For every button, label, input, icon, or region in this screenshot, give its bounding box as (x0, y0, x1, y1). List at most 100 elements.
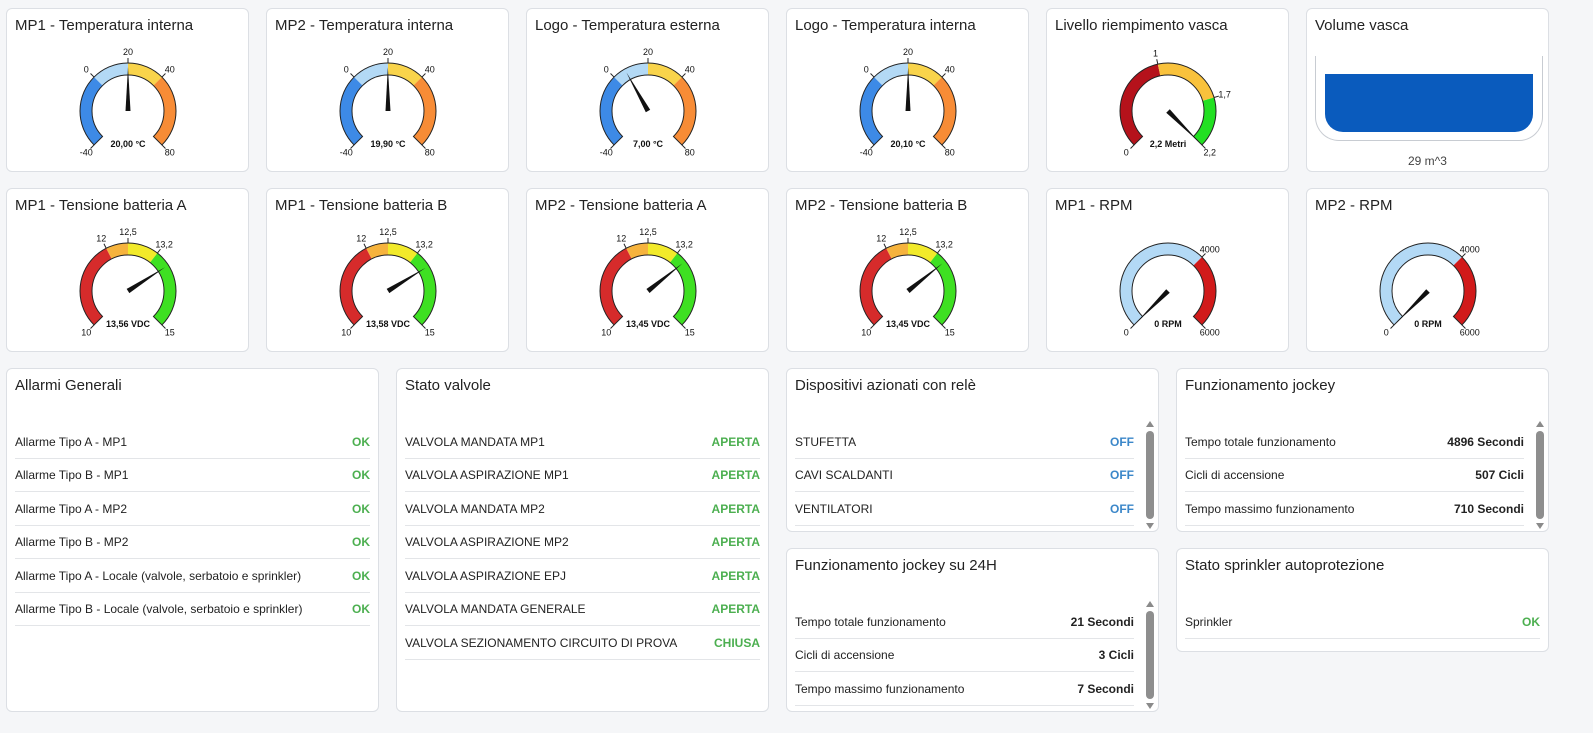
gauge-tick-label: 10 (601, 328, 611, 338)
list-item: Sprinkler OK (1185, 605, 1540, 639)
tank-outline (1315, 56, 1543, 141)
scrollbar-thumb[interactable] (1146, 611, 1154, 699)
gauge-value: 13,56 VDC (106, 319, 151, 329)
gauge-outline (79, 62, 177, 146)
gauge-tick-mark (1201, 324, 1206, 329)
card-title: Allarmi Generali (15, 377, 122, 394)
row-label: Tempo massimo funzionamento (1185, 501, 1355, 516)
gauge-band (128, 243, 158, 263)
scrollbar-thumb[interactable] (1536, 431, 1544, 519)
gauge-tick-label: 80 (425, 148, 435, 158)
status-value: APERTA (711, 434, 760, 449)
gauge-tick-label: 2,2 (1203, 148, 1216, 158)
status-value: APERTA (711, 568, 760, 583)
gauge-tick-label: 20 (123, 47, 133, 57)
gauge-tick-label: 80 (685, 148, 695, 158)
row-label: VALVOLA MANDATA MP1 (405, 434, 545, 449)
card-funzionamento-jockey: Funzionamento jockey Tempo totale funzio… (1176, 368, 1549, 532)
gauge-tick-label: 12,5 (639, 227, 657, 237)
list-item: VALVOLA ASPIRAZIONE MP2 APERTA (405, 525, 760, 559)
gauge-tick-label: 0 (604, 64, 609, 74)
list-item: STUFETTA OFF (795, 425, 1134, 459)
gauge: 0 4000 6000 0 RPM (1379, 242, 1480, 338)
gauge-tick-label: 20 (383, 47, 393, 57)
card-title: Stato valvole (405, 377, 491, 394)
card-title: Dispositivi azionati con relè (795, 377, 976, 394)
scrollbar-thumb[interactable] (1146, 431, 1154, 519)
vertical-scrollbar[interactable] (1535, 421, 1545, 529)
row-label: Allarme Tipo A - MP1 (15, 434, 128, 449)
status-value: APERTA (711, 601, 760, 616)
card-dispositivi-rele: Dispositivi azionati con relè STUFETTA OF… (786, 368, 1159, 532)
row-label: Allarme Tipo B - MP1 (15, 467, 129, 482)
gauge-card-mp2-tensione-batteria-b: MP2 - Tensione batteria B 10 12 12,5 13,2 15… (786, 188, 1029, 352)
gauge-tick-label: 0 (864, 64, 869, 74)
gauge-tick-label: 15 (425, 328, 435, 338)
gauge-tick-mark (421, 144, 426, 149)
gauge-needle (905, 67, 911, 112)
card-title: Funzionamento jockey su 24H (795, 557, 997, 574)
list-item: Allarme Tipo A - MP1 OK (15, 425, 370, 459)
row-label: Cicli di accensione (795, 647, 895, 662)
gauge-band (648, 243, 678, 263)
card-stato-valvole: Stato valvole VALVOLA MANDATA MP1 APERTA … (396, 368, 769, 712)
gauge-card-mp2-rpm: MP2 - RPM 0 4000 6000 0 RPM (1306, 188, 1549, 352)
gauge: -40 0 20 40 80 19,90 °C (339, 47, 437, 158)
vertical-scrollbar[interactable] (1145, 421, 1155, 529)
gauge-outline (339, 62, 437, 146)
scroll-down-arrow-icon[interactable] (1146, 523, 1154, 529)
gauge-band (614, 63, 648, 86)
gauge-tick-mark (610, 144, 615, 149)
row-label: VALVOLA SEZIONAMENTO CIRCUITO DI PROVA (405, 635, 678, 650)
card-title: MP1 - Tensione batteria A (15, 197, 187, 214)
list-item: VALVOLA MANDATA MP1 APERTA (405, 425, 760, 459)
card-title: Funzionamento jockey (1185, 377, 1336, 394)
card-stato-sprinkler: Stato sprinkler autoprotezione Sprinkler… (1176, 548, 1549, 652)
gauge-tick-label: 12,5 (119, 227, 137, 237)
gauge: 0 1 1,7 2,2 2,2 Metri (1119, 48, 1231, 158)
row-label: CAVI SCALDANTI (795, 467, 893, 482)
gauge-outline (599, 62, 697, 146)
gauge-band (1120, 64, 1161, 145)
gauge-needle (386, 267, 426, 294)
gauge-tick-label: 12 (876, 233, 886, 243)
gauge-tick-mark (941, 144, 946, 149)
list-item: Allarme Tipo B - MP1 OK (15, 458, 370, 492)
gauge-outline (79, 242, 177, 326)
gauge-tick-mark (941, 73, 946, 78)
gauge-card-mp1-tensione-batteria-a: MP1 - Tensione batteria A 10 12 12,5 13,2 15… (6, 188, 249, 352)
gauge-tick-mark (610, 73, 615, 78)
status-value: 3 Cicli (1098, 647, 1134, 662)
gauge-outline (339, 242, 437, 326)
gauge-tick-mark (363, 243, 367, 249)
tank-water-fill (1325, 74, 1533, 132)
row-label: VALVOLA ASPIRAZIONE MP2 (405, 534, 569, 549)
scroll-down-arrow-icon[interactable] (1536, 523, 1544, 529)
status-value: OK (352, 601, 370, 616)
list-item: VALVOLA ASPIRAZIONE EPJ APERTA (405, 559, 760, 593)
gauge-card-mp1-tensione-batteria-b: MP1 - Tensione batteria B 10 12 12,5 13,2 15… (266, 188, 509, 352)
vertical-scrollbar[interactable] (1145, 601, 1155, 709)
gauge-band (600, 77, 623, 145)
scroll-down-arrow-icon[interactable] (1146, 703, 1154, 709)
gauge-tick-label: 80 (945, 148, 955, 158)
list-item: Tempo massimo funzionamento 7 Secondi (795, 672, 1134, 706)
gauge-band (79, 77, 103, 145)
gauge-tick-label: 13,2 (155, 239, 173, 249)
card-title: MP1 - Temperatura interna (15, 17, 194, 34)
gauge-band (874, 63, 908, 86)
gauge-band (94, 63, 128, 86)
scroll-up-arrow-icon[interactable] (1146, 601, 1154, 607)
tank-card-volume-vasca: Volume vasca 29 m^3 (1306, 8, 1549, 172)
gauge-tick-label: 40 (945, 64, 955, 74)
status-value: OFF (1110, 434, 1134, 449)
gauge-tick-mark (90, 144, 95, 149)
scroll-up-arrow-icon[interactable] (1536, 421, 1544, 427)
gauge-needle (906, 263, 943, 293)
gauge-tick-label: 40 (685, 64, 695, 74)
gauge-value: 19,90 °C (370, 139, 406, 149)
gauge-tick-mark (941, 324, 946, 329)
scroll-up-arrow-icon[interactable] (1146, 421, 1154, 427)
gauge-band (1193, 97, 1216, 145)
gauge-tick-label: 40 (165, 64, 175, 74)
